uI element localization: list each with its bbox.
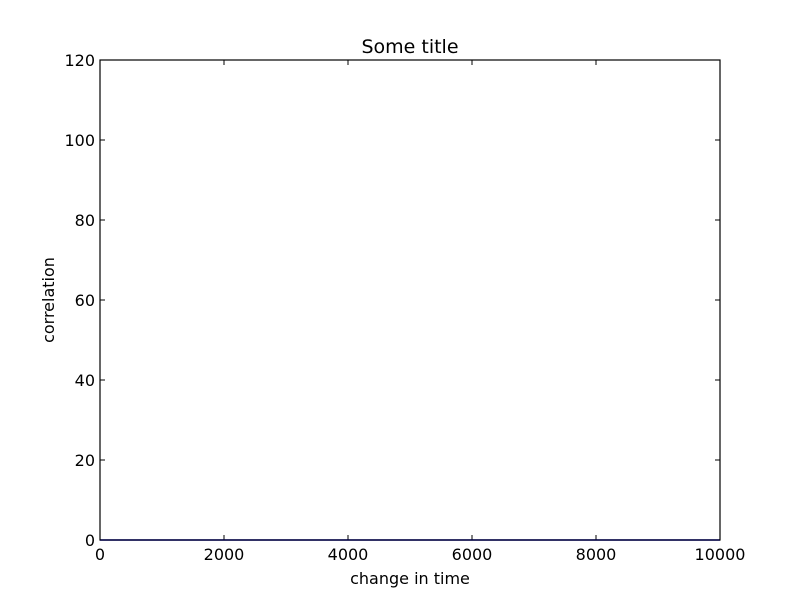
x-tick-label: 6000 bbox=[452, 545, 493, 564]
x-tick-label: 0 bbox=[95, 545, 105, 564]
plot-frame bbox=[99, 59, 721, 541]
x-tick-label: 10000 bbox=[695, 545, 746, 564]
y-axis-label: correlation bbox=[39, 257, 58, 343]
y-tick-label: 0 bbox=[85, 531, 95, 550]
y-tick-label: 120 bbox=[64, 51, 95, 70]
x-tick-label: 8000 bbox=[576, 545, 617, 564]
y-axis-ticks: 0 20 40 60 80 100 120 bbox=[64, 51, 720, 550]
y-tick-label: 100 bbox=[64, 131, 95, 150]
y-tick-label: 80 bbox=[75, 211, 95, 230]
x-axis-ticks: 0 2000 4000 6000 8000 10000 bbox=[95, 60, 746, 564]
x-axis-label: change in time bbox=[350, 569, 470, 588]
x-tick-label: 2000 bbox=[204, 545, 245, 564]
y-tick-label: 60 bbox=[75, 291, 95, 310]
y-tick-label: 20 bbox=[75, 451, 95, 470]
x-tick-label: 4000 bbox=[328, 545, 369, 564]
chart-title: Some title bbox=[361, 36, 458, 58]
y-tick-label: 40 bbox=[75, 371, 95, 390]
